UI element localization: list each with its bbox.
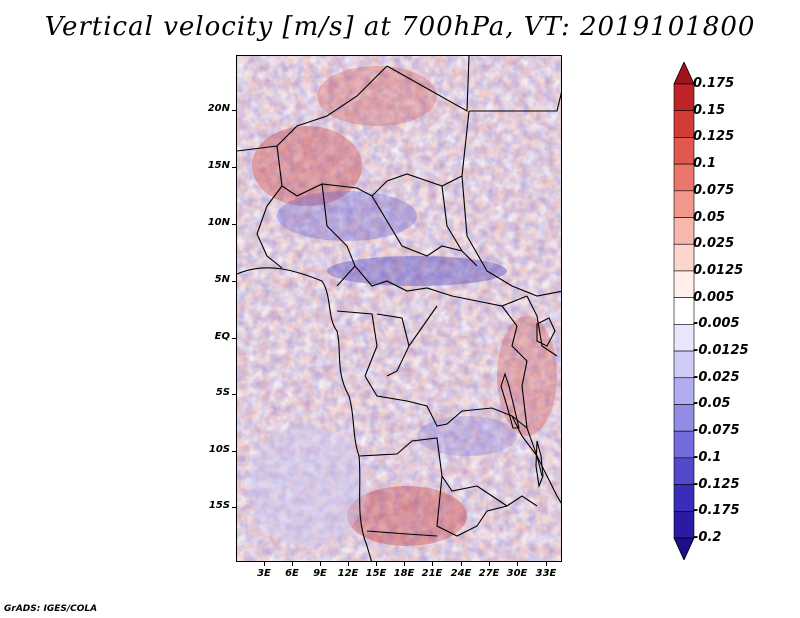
colorbar-bin <box>673 217 695 245</box>
colorbar-level-label: 0.05 <box>693 209 726 225</box>
colorbar-level-label: -0.05 <box>693 396 731 412</box>
lon-label-15e: 15E <box>365 568 387 579</box>
lat-tick <box>232 110 237 111</box>
colorbar-bin <box>673 484 695 512</box>
lon-tick <box>404 561 405 566</box>
lat-tick <box>232 281 237 282</box>
lon-tick <box>376 561 377 566</box>
vertical-velocity-field <box>237 56 561 561</box>
lon-label-18e: 18E <box>393 568 415 579</box>
colorbar-bin <box>673 350 695 379</box>
lon-tick <box>546 561 547 566</box>
lon-tick <box>461 561 462 566</box>
lat-tick <box>232 451 237 452</box>
lon-label-12e: 12E <box>337 568 359 579</box>
lon-tick <box>348 561 349 566</box>
lon-tick <box>489 561 490 566</box>
colorbar-bin <box>673 110 695 138</box>
colorbar-level-label: -0.075 <box>693 423 740 439</box>
colorbar-bin <box>673 137 695 165</box>
colorbar-level-label: 0.175 <box>693 76 735 91</box>
lat-label-eq: EQ <box>214 331 230 342</box>
lon-label-9e: 9E <box>313 568 327 579</box>
colorbar-level-label: 0.125 <box>693 129 735 145</box>
colorbar-level-label: -0.005 <box>693 316 740 332</box>
colorbar-bin <box>673 297 695 325</box>
colorbar-level-label: -0.2 <box>693 530 722 545</box>
colorbar-bin <box>673 324 695 352</box>
lon-tick <box>432 561 433 566</box>
lat-tick <box>232 167 237 168</box>
lat-tick <box>232 224 237 225</box>
colorbar-bin <box>673 163 695 192</box>
lat-label-10n: 10N <box>207 217 230 228</box>
grads-credit: GrADS: IGES/COLA <box>4 604 98 614</box>
colorbar-level-label: -0.0125 <box>693 343 749 359</box>
lat-label-5s: 5S <box>215 387 230 398</box>
colorbar-level-label: -0.1 <box>693 449 722 465</box>
colorbar-bin <box>673 510 695 539</box>
lat-tick <box>232 507 237 508</box>
colorbar-bin <box>673 377 695 405</box>
map-area <box>236 55 562 562</box>
lat-label-15s: 15S <box>208 500 230 511</box>
lon-label-24e: 24E <box>450 568 472 579</box>
colorbar-bin <box>673 243 695 272</box>
colorbar-level-label: 0.15 <box>693 102 726 118</box>
colorbar-max-arrow <box>673 62 695 85</box>
lon-tick <box>264 561 265 566</box>
colorbar-bin <box>673 404 695 432</box>
colorbar-bin <box>673 270 695 298</box>
colorbar-level-label: -0.025 <box>693 369 740 385</box>
colorbar-level-label: 0.0125 <box>693 262 744 278</box>
lat-tick <box>232 394 237 395</box>
colorbar <box>673 62 695 560</box>
colorbar-bin <box>673 430 695 459</box>
lon-tick <box>292 561 293 566</box>
lat-label-20n: 20N <box>207 103 230 114</box>
lon-label-27e: 27E <box>478 568 500 579</box>
colorbar-level-label: 0.025 <box>693 236 735 252</box>
colorbar-bin <box>673 190 695 218</box>
lat-label-10s: 10S <box>208 444 230 455</box>
colorbar-level-label: 0.075 <box>693 182 735 198</box>
lat-label-5n: 5N <box>214 274 230 285</box>
lon-label-30e: 30E <box>506 568 528 579</box>
colorbar-level-label: -0.125 <box>693 476 740 492</box>
colorbar-level-label: 0.1 <box>693 156 717 172</box>
lon-tick <box>517 561 518 566</box>
lat-label-15n: 15N <box>207 160 230 171</box>
colorbar-bin <box>673 457 695 485</box>
colorbar-min-arrow <box>673 537 695 560</box>
lon-tick <box>320 561 321 566</box>
lon-label-3e: 3E <box>257 568 271 579</box>
lat-tick <box>232 338 237 339</box>
lon-label-33e: 33E <box>535 568 557 579</box>
colorbar-level-label: 0.005 <box>693 289 735 305</box>
lon-label-21e: 21E <box>421 568 443 579</box>
lon-label-6e: 6E <box>285 568 299 579</box>
map-title: Vertical velocity [m/s] at 700hPa, VT: 2… <box>44 12 756 42</box>
colorbar-level-label: -0.175 <box>693 503 740 519</box>
colorbar-bin <box>673 83 695 112</box>
